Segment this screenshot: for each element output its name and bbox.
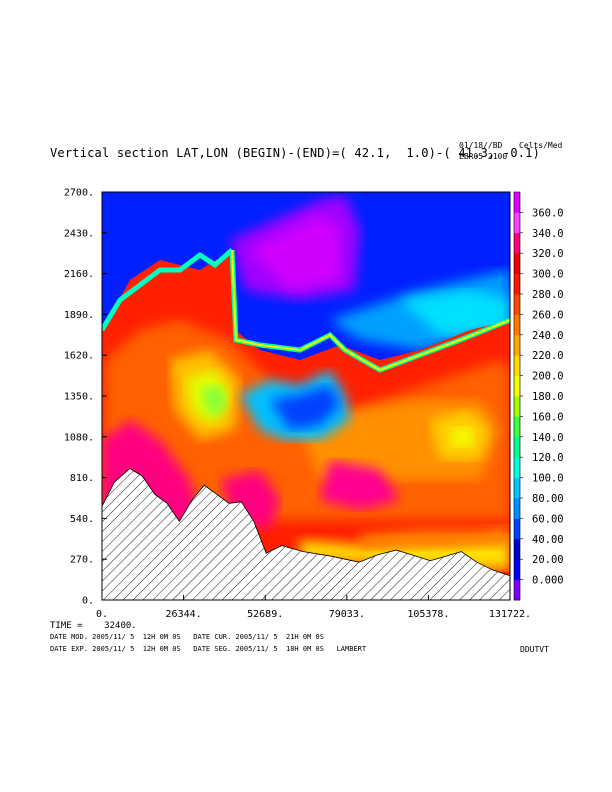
run-date-label: 01/18//BD: [459, 141, 503, 150]
date-exp-line: DATE EXP. 2005/11/ 5 12H 0M 0S DATE SEG.…: [50, 645, 367, 653]
units-label: Celts/Med: [519, 141, 563, 150]
colorbar-label: 180.0: [532, 391, 564, 403]
colorbar-swatch: [514, 477, 520, 499]
colorbar-swatch: [514, 192, 520, 213]
colorbar-label: 160.0: [532, 411, 564, 423]
colorbar-label: 100.0: [532, 473, 564, 485]
y-tick-label: 1350.: [64, 392, 94, 403]
colorbar-label: 360.0: [532, 207, 564, 219]
plot-axes: 0. 270. 540. 810. 1080. 1350. 1620. 1890. 2160. 2…: [64, 188, 531, 621]
colorbar-swatch: [514, 253, 520, 274]
terrain-profile: [101, 468, 511, 601]
colorbar-swatch: [514, 212, 520, 234]
colorbar-label: 240.0: [532, 330, 564, 342]
colorbar-label: 320.0: [532, 248, 564, 260]
colorbar-label: 80.00: [532, 493, 564, 505]
y-tick-label: 1620.: [64, 351, 94, 362]
colorbar: 0.000 20.00 40.00 60.00 80.00 100.0 120.0 140.0…: [513, 191, 564, 601]
program-id: DDUTVT: [520, 645, 549, 654]
colorbar-swatch: [514, 457, 520, 478]
colorbar-label: 40.00: [532, 534, 564, 546]
colorbar-label: 0.000: [532, 575, 564, 587]
y-tick-label: 540.: [70, 514, 94, 525]
y-tick-label: 1080.: [64, 432, 94, 443]
x-tick-label: 79033.: [329, 609, 365, 620]
colorbar-label: 120.0: [532, 452, 564, 464]
colorbar-swatch: [514, 416, 520, 438]
colorbar-swatch: [514, 375, 520, 397]
colorbar-label: 20.00: [532, 554, 564, 566]
colorbar-swatch: [514, 498, 520, 519]
colorbar-swatch: [514, 538, 520, 560]
y-tick-label: 1890.: [64, 310, 94, 321]
x-tick-label: 26344.: [166, 609, 202, 620]
y-tick-label: 810.: [70, 473, 94, 484]
terrain-layer: [101, 468, 511, 601]
y-tick-label: 2700.: [64, 188, 94, 199]
colorbar-swatch: [514, 355, 520, 376]
run-id-label: EBR05 2100: [459, 152, 508, 161]
colorbar-label: 280.0: [532, 289, 564, 301]
colorbar-swatch: [514, 294, 520, 315]
y-tick-label: 2160.: [64, 269, 94, 280]
colorbar-label: 140.0: [532, 432, 564, 444]
colorbar-swatch: [514, 436, 520, 458]
colorbar-label: 60.00: [532, 513, 564, 525]
colorbar-swatch: [514, 314, 520, 336]
x-tick-label: 131722.: [489, 609, 531, 620]
colorbar-swatch: [514, 579, 520, 601]
colorbar-label: 220.0: [532, 350, 564, 362]
colorbar-swatch: [514, 559, 520, 580]
y-tick-label: 0.: [82, 596, 94, 607]
colorbar-label: 260.0: [532, 309, 564, 321]
time-label: TIME = 32400.: [50, 621, 137, 631]
colorbar-swatch: [514, 232, 520, 254]
chart-title: Vertical section LAT,LON (BEGIN)-(END)=(…: [50, 146, 541, 160]
date-mod-line: DATE MOD. 2005/11/ 5 12H 0M 0S DATE CUR.…: [50, 633, 324, 641]
x-tick-label: 105378.: [407, 609, 449, 620]
y-tick-label: 2430.: [64, 228, 94, 239]
colorbar-swatch: [514, 334, 520, 356]
y-tick-label: 270.: [70, 555, 94, 566]
colorbar-swatch: [514, 518, 520, 540]
colorbar-swatch: [514, 396, 520, 417]
x-tick-label: 52689.: [247, 609, 283, 620]
x-tick-label: 0.: [96, 609, 108, 620]
colorbar-label: 300.0: [532, 269, 564, 281]
colorbar-label: 340.0: [532, 228, 564, 240]
colorbar-label: 200.0: [532, 371, 564, 383]
colorbar-swatch: [514, 273, 520, 295]
